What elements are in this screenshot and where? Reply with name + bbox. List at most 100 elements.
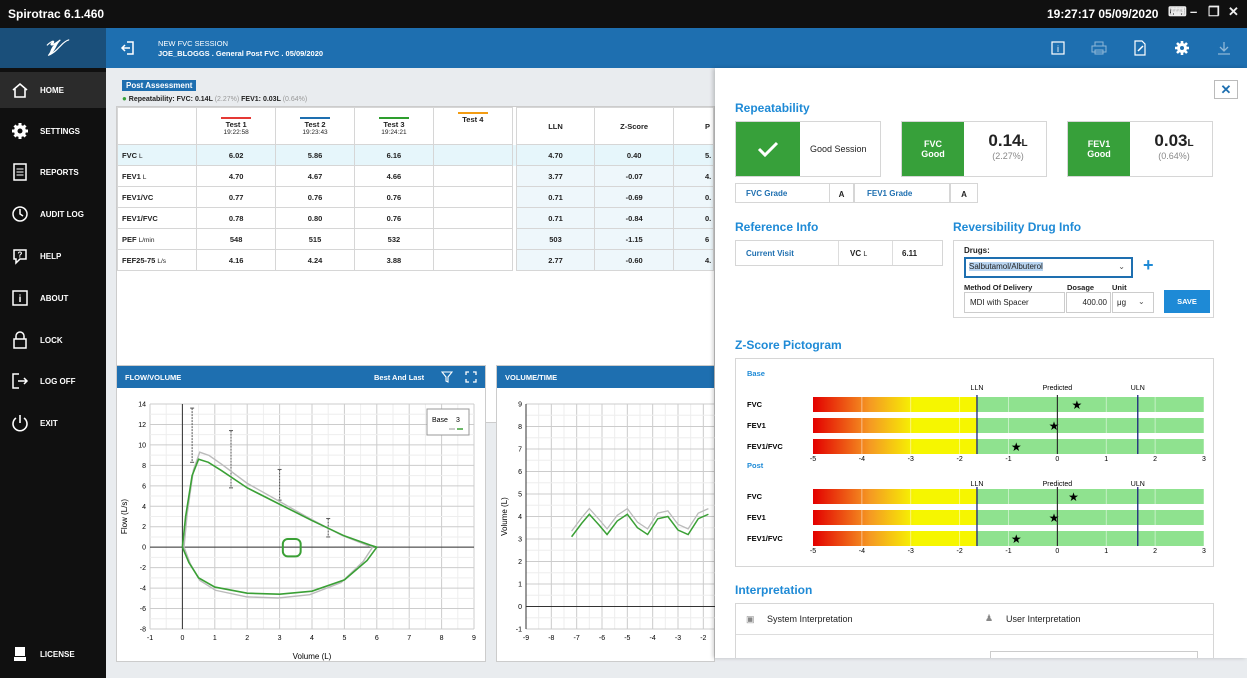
y-tick-label: 6 [142,483,146,490]
table-row[interactable]: FEF25-75 L/s 4.16 4.24 3.88 2.77 -0.60 4. [117,249,714,271]
user-interpretation-tab[interactable]: User Interpretation [1006,614,1081,624]
flow-volume-title: FLOW/VOLUME [125,373,182,382]
table-row[interactable]: FEV1/FVC 0.78 0.80 0.76 0.71 -0.84 0. [117,207,714,229]
pred-header: P [672,107,714,145]
test-name: Test 2 [304,119,326,129]
value-cell [432,144,513,166]
y-tick-label: 5 [518,492,522,499]
close-panel-button[interactable]: ✕ [1214,80,1238,99]
zscore-axis-label: -2 [957,456,963,463]
close-window-icon[interactable]: ✕ [1228,4,1239,19]
sidebar-item-home[interactable]: HOME [0,72,106,108]
table-row[interactable]: PEF L/min 548 515 532 503 -1.15 6 [117,228,714,250]
drug-select-value: Salbutamol/Albuterol [969,262,1043,271]
interpretation-title: Interpretation [735,583,813,597]
exit-session-icon[interactable] [120,40,136,56]
minimize-icon[interactable]: – [1190,4,1198,19]
interpretation-dropdown[interactable] [990,651,1198,658]
y-tick-label: 2 [142,524,146,531]
zscore-axis-label: -4 [859,456,865,463]
method-label: Method Of Delivery [964,283,1033,292]
expand-icon[interactable] [465,371,477,385]
edit-document-icon[interactable] [1132,40,1148,56]
marker-label: Predicted [1043,385,1073,392]
x-tick-label: -6 [599,635,605,642]
download-icon[interactable] [1216,40,1232,56]
volume-time-plot[interactable]: -9 -8 -7 -6 -5 -4 -3 -2 9 8 7 6 5 4 3 2 1 0 -1 Volume (L) [497,388,716,663]
unit-select[interactable]: μg ⌄ [1112,292,1154,313]
help-icon: ? [0,247,40,265]
test-2-header[interactable]: Test 2 19:23:43 [275,107,355,145]
previous-trial-curve [571,507,709,532]
fev1-card-label: FEV1 [1087,139,1111,149]
method-field[interactable]: MDI with Spacer [964,292,1065,313]
test-name: Test 4 [462,115,484,124]
x-tick-label: -4 [650,635,656,642]
user-icon: ♟ [985,613,994,623]
value-cell [432,186,513,208]
table-row[interactable]: FVC L 6.02 5.86 6.16 4.70 0.40 5. [117,144,714,166]
table-row[interactable]: FEV1/VC 0.77 0.76 0.76 0.71 -0.69 0. [117,186,714,208]
filter-icon[interactable] [440,371,454,385]
zscore-param-label: FVC [747,400,763,409]
app-logo: 𝒱 [0,28,106,68]
base-label: Base [747,369,765,378]
normal-zone-bar [976,531,1204,546]
restore-icon[interactable]: ❐ [1208,4,1220,19]
zscore-axis-label: 1 [1104,548,1108,555]
y-tick-label: -8 [140,627,146,634]
sidebar-item-audit-log[interactable]: AUDIT LOG [0,196,106,232]
zscore-param-label: FEV1 [747,421,766,430]
sidebar-item-about[interactable]: i ABOUT [0,280,106,316]
zscore-axis-label: -2 [957,548,963,555]
settings-gear-icon[interactable] [1174,40,1190,56]
sidebar-item-log-off[interactable]: LOG OFF [0,363,106,399]
zscore-axis-label: 0 [1055,456,1059,463]
dosage-field[interactable]: 400.00 [1066,292,1111,313]
sidebar-item-exit[interactable]: EXIT [0,405,106,441]
zscore-pictogram: Base LLN Predicted ULN FVC ★ FEV1 ★ FEV1/FVC ★ -5 -… [735,358,1214,567]
x-tick-label: 2 [245,635,249,642]
display-mode[interactable]: Best And Last [374,373,425,382]
add-drug-icon[interactable]: + [1143,255,1154,275]
zscore-axis-label: -5 [810,456,816,463]
svg-text:i: i [19,294,22,305]
table-row[interactable]: FEV1 L 4.70 4.67 4.66 3.77 -0.07 4. [117,165,714,187]
save-button[interactable]: SAVE [1164,290,1210,313]
sidebar-item-help[interactable]: ? HELP [0,238,106,274]
fev1-grade-value: A [950,183,978,203]
system-interpretation-tab[interactable]: System Interpretation [767,614,853,624]
x-tick-label: 7 [407,635,411,642]
value-cell [432,165,513,187]
fvc-rep-unit: L [1021,138,1028,149]
fev1-rep-value: 0.03 [1154,131,1188,150]
repeatability-summary: ● Repeatability: FVC: 0.14L (2.27%) FEV1… [122,94,307,103]
keyboard-icon[interactable]: ⌨ [1168,4,1187,19]
value-cell: 4.70 [196,165,277,187]
zscore-star-icon: ★ [1011,440,1022,454]
zscore-param-label: FEV1/FVC [747,534,783,543]
chevron-down-icon: ⌄ [1138,297,1145,306]
sidebar-item-label: SETTINGS [40,126,81,136]
sidebar-item-lock[interactable]: LOCK [0,322,106,358]
zscore-star-icon: ★ [1049,419,1060,433]
test-4-header[interactable]: Test 4 [432,107,513,145]
test-3-header[interactable]: Test 3 19:24:21 [353,107,434,145]
sidebar-item-reports[interactable]: REPORTS [0,154,106,190]
chevron-down-icon: ⌄ [1118,262,1125,271]
assessment-badge: Post Assessment [122,80,197,91]
info-icon: i [0,289,40,307]
fvc-rep-pct: (2.27%) [992,151,1024,161]
print-icon[interactable] [1091,40,1107,56]
info-icon[interactable]: i [1050,40,1066,56]
param-cell: FEV1 L [117,165,198,187]
sidebar-item-settings[interactable]: SETTINGS [0,113,106,149]
test-time: 19:24:21 [381,128,407,136]
power-icon [0,414,40,432]
drug-select[interactable]: Salbutamol/Albuterol ⌄ [964,257,1133,278]
test-name: Test 1 [225,119,247,129]
test-1-header[interactable]: Test 1 19:22:58 [196,107,277,145]
sidebar-item-license[interactable]: LICENSE [0,636,106,672]
session-details: JOE_BLOGGS . General Post FVC . 05/09/20… [158,49,324,58]
